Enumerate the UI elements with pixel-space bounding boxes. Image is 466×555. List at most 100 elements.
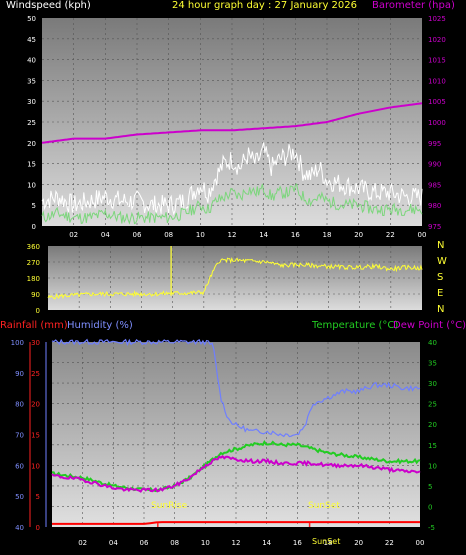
direction-letter-w: W bbox=[437, 256, 447, 267]
direction-letter-n2: N bbox=[437, 304, 445, 315]
wind-ytick: 45 bbox=[27, 36, 36, 44]
temperature-line bbox=[51, 440, 421, 493]
panel3-xtick: 08 bbox=[170, 539, 179, 547]
humidity-ytick: 70 bbox=[15, 432, 24, 440]
wind-ytick: 0 bbox=[32, 223, 36, 231]
panel3-xtick: 22 bbox=[385, 539, 394, 547]
wind-ytick: 50 bbox=[27, 15, 36, 23]
humidity-ytick: 60 bbox=[15, 462, 24, 470]
wind-ytick: 15 bbox=[27, 161, 36, 169]
panel1-xtick: 20 bbox=[354, 231, 363, 239]
rain-ytick: 10 bbox=[31, 462, 40, 470]
rain-ytick: 20 bbox=[31, 401, 40, 409]
humidity-ytick: 100 bbox=[11, 339, 24, 347]
direction-ytick: 90 bbox=[31, 291, 40, 299]
barometer-label: Barometer (hpa) bbox=[372, 0, 455, 11]
wind-ytick: 5 bbox=[32, 202, 36, 210]
wind-average-line bbox=[41, 183, 423, 225]
panel3-xtick: 04 bbox=[109, 539, 118, 547]
barometer-ytick: 990 bbox=[428, 161, 441, 169]
direction-ytick: 360 bbox=[27, 243, 40, 251]
rain-ytick: 30 bbox=[31, 339, 40, 347]
panel3-xtick: 00 bbox=[416, 539, 425, 547]
humidity-ytick: 50 bbox=[15, 493, 24, 501]
direction-ytick: 0 bbox=[36, 307, 40, 315]
direction-letter-e: E bbox=[437, 288, 444, 299]
barometer-ytick: 985 bbox=[428, 181, 441, 189]
panel1-xtick: 06 bbox=[133, 231, 142, 239]
panel3-xtick: 12 bbox=[232, 539, 241, 547]
sunset-small-label: SunSet bbox=[312, 537, 341, 546]
panel1-xtick: 08 bbox=[164, 231, 173, 239]
humidity-ytick: 90 bbox=[15, 370, 24, 378]
wind-ytick: 30 bbox=[27, 98, 36, 106]
panel3-xtick: 10 bbox=[201, 539, 210, 547]
temperature-ytick: 15 bbox=[428, 442, 437, 450]
temperature-ytick: 10 bbox=[428, 462, 437, 470]
wind-ytick: 35 bbox=[27, 77, 36, 85]
panel1-xtick: 12 bbox=[228, 231, 237, 239]
panel1-xtick: 00 bbox=[418, 231, 427, 239]
temperature-ytick: 20 bbox=[428, 421, 437, 429]
humidity-line bbox=[51, 338, 421, 438]
barometer-ytick: 1010 bbox=[428, 77, 446, 85]
rain-ytick: 15 bbox=[31, 432, 40, 440]
panel1-xtick: 14 bbox=[259, 231, 268, 239]
direction-letter-n1: N bbox=[437, 240, 445, 251]
sunrise-label: SunRise bbox=[151, 501, 188, 511]
wind-gust-line bbox=[41, 142, 423, 216]
wind-ytick: 40 bbox=[27, 57, 36, 65]
chart-title: 24 hour graph day : 27 January 2026 bbox=[172, 0, 357, 11]
rain-ytick: 5 bbox=[36, 493, 40, 501]
barometer-line bbox=[41, 102, 423, 144]
panel1-xtick: 22 bbox=[386, 231, 395, 239]
temperature-ytick: 40 bbox=[428, 339, 437, 347]
humidity-label: Humidity (%) bbox=[67, 320, 133, 331]
rainfall-line bbox=[52, 521, 420, 525]
panel3-xtick: 16 bbox=[293, 539, 302, 547]
direction-letter-s: S bbox=[437, 272, 444, 283]
barometer-ytick: 1005 bbox=[428, 98, 446, 106]
barometer-ytick: 1025 bbox=[428, 15, 446, 23]
temperature-ytick: 25 bbox=[428, 401, 437, 409]
temperature-ytick: 5 bbox=[428, 483, 432, 491]
panel3-xtick: 18 bbox=[324, 539, 333, 547]
temperature-ytick: 30 bbox=[428, 380, 437, 388]
barometer-ytick: 980 bbox=[428, 202, 441, 210]
barometer-ytick: 995 bbox=[428, 140, 441, 148]
barometer-ytick: 1000 bbox=[428, 119, 446, 127]
panel3-xtick: 02 bbox=[78, 539, 87, 547]
rainfall-label: Rainfall (mm) bbox=[0, 320, 68, 331]
direction-ytick: 180 bbox=[27, 275, 40, 283]
panel3-xtick: 14 bbox=[262, 539, 271, 547]
wind-ytick: 20 bbox=[27, 140, 36, 148]
dewpoint-label: Dew Point (°C) bbox=[393, 320, 466, 331]
barometer-ytick: 1015 bbox=[428, 57, 446, 65]
humidity-ytick: 40 bbox=[15, 524, 24, 532]
temperature-label: Temperature (°C) bbox=[312, 320, 399, 331]
panel1-xtick: 10 bbox=[196, 231, 205, 239]
temperature-ytick: 35 bbox=[428, 360, 437, 368]
panel3-xtick: 20 bbox=[354, 539, 363, 547]
panel1-xtick: 04 bbox=[101, 231, 110, 239]
panel3-xtick: 06 bbox=[140, 539, 149, 547]
panel3-plot-area bbox=[52, 342, 420, 527]
panel1-xtick: 18 bbox=[323, 231, 332, 239]
temperature-ytick: 0 bbox=[428, 503, 432, 511]
panel1-xtick: 16 bbox=[291, 231, 300, 239]
rain-ytick: 25 bbox=[31, 370, 40, 378]
rain-ytick: 0 bbox=[36, 524, 40, 532]
wind-ytick: 25 bbox=[27, 119, 36, 127]
wind-direction-line bbox=[47, 256, 423, 300]
windspeed-label: Windspeed (kph) bbox=[6, 0, 91, 11]
wind-ytick: 10 bbox=[27, 181, 36, 189]
panel1-xtick: 02 bbox=[69, 231, 78, 239]
barometer-ytick: 1020 bbox=[428, 36, 446, 44]
humidity-ytick: 80 bbox=[15, 401, 24, 409]
dewpoint-line bbox=[51, 454, 421, 493]
temperature-ytick: -5 bbox=[428, 524, 435, 532]
barometer-ytick: 975 bbox=[428, 223, 441, 231]
sunset-label: SunSet bbox=[308, 501, 340, 511]
direction-ytick: 270 bbox=[27, 259, 40, 267]
